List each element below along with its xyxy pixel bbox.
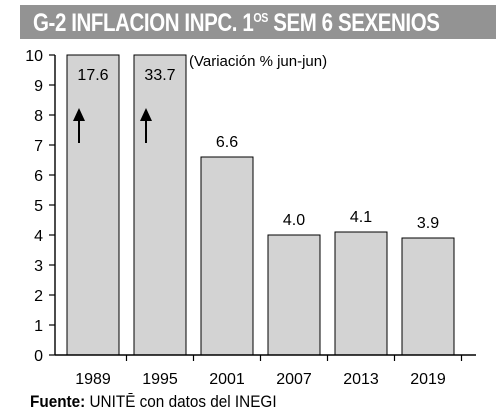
x-tick-label: 2013 — [343, 371, 379, 388]
source-note: Fuente: UNITĒ con datos del INEGI — [30, 392, 277, 412]
bar — [133, 54, 187, 356]
x-tick-label: 1995 — [142, 371, 178, 388]
y-tick-label: 8 — [34, 108, 43, 125]
y-tick-label: 6 — [34, 168, 43, 185]
source-label: Fuente: — [30, 392, 86, 411]
axis-layer: 0 1 2 3 4 5 6 7 8 9 10 1989 1995 2001 2007 2013 2019 — [25, 48, 476, 388]
bar — [334, 231, 388, 356]
y-tick-label: 0 — [34, 348, 43, 365]
x-tick-label: 1989 — [75, 371, 111, 388]
bars-layer: 17.6 33.7 6.6 4.0 4.1 3.9 — [66, 54, 455, 356]
y-tick-label: 7 — [34, 138, 43, 155]
y-tick-label: 3 — [34, 258, 43, 275]
bar-chart: 17.6 33.7 6.6 4.0 4.1 3.9 0 1 2 3 4 5 6 7 8 9 10 1989 199… — [25, 48, 476, 388]
data-label: 6.6 — [216, 134, 238, 151]
arrow-head-icon — [73, 108, 85, 121]
data-label: 4.0 — [283, 212, 305, 229]
y-tick-label: 9 — [34, 78, 43, 95]
arrow-head-icon — [140, 108, 152, 121]
bar — [401, 237, 455, 356]
x-tick-label: 2001 — [209, 371, 245, 388]
bar — [200, 156, 254, 356]
y-tick-label: 2 — [34, 288, 43, 305]
title-bar — [20, 5, 496, 39]
y-tick-label: 10 — [25, 48, 43, 65]
bar — [267, 234, 321, 356]
chart-subtitle: (Variación % jun-jun) — [189, 53, 327, 70]
y-tick-label: 1 — [34, 318, 43, 335]
x-tick-label: 2007 — [276, 371, 312, 388]
title-superscript: OS — [253, 10, 268, 25]
title-main: G-2 INFLACION INPC. 1 — [33, 9, 254, 37]
y-tick-label: 5 — [34, 198, 43, 215]
bar — [66, 54, 120, 356]
data-label: 4.1 — [350, 209, 372, 226]
data-label: 33.7 — [144, 67, 175, 84]
data-label: 3.9 — [417, 215, 439, 232]
chart-title: G-2 INFLACION INPC. 1OS SEM 6 SEXENIOS — [33, 9, 440, 38]
source-text: UNITĒ con datos del INEGI — [85, 392, 277, 411]
data-label: 17.6 — [77, 67, 108, 84]
title-tail: SEM 6 SEXENIOS — [267, 9, 440, 37]
y-tick-label: 4 — [34, 228, 43, 245]
x-tick-label: 2019 — [410, 371, 446, 388]
